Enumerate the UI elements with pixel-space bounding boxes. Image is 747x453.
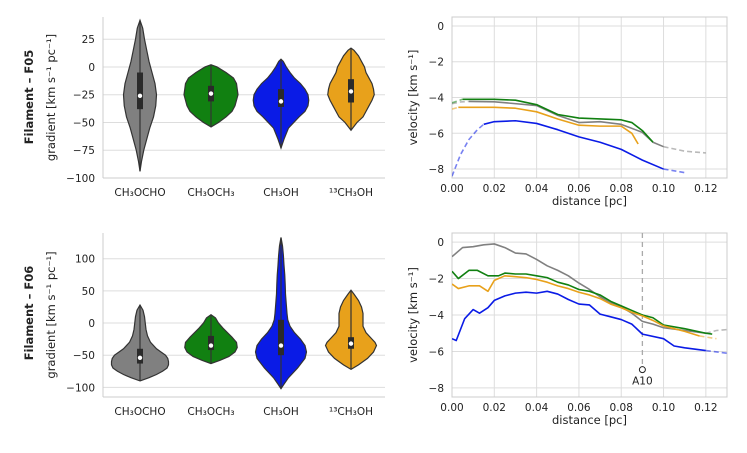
violin-median-dot <box>278 99 284 104</box>
series-line-3 <box>452 290 706 352</box>
y-tick-label: −25 <box>73 90 95 102</box>
x-tick-label: 0.12 <box>694 183 717 195</box>
violin-median-dot <box>278 343 284 348</box>
y-tick-label: −6 <box>429 346 445 358</box>
violin-iqr-box <box>278 89 284 107</box>
x-axis-label: distance [pc] <box>552 413 627 427</box>
y-tick-label: 100 <box>75 254 95 266</box>
y-axis-label: velocity [km s⁻¹] <box>406 50 420 146</box>
series-dashed-start <box>452 98 463 104</box>
series-dashed-start <box>452 123 485 177</box>
y-tick-label: −2 <box>429 274 444 286</box>
violin-median-dot <box>348 341 354 346</box>
series-dashed-end <box>663 168 685 174</box>
x-tick-label: 0.10 <box>652 183 675 195</box>
violin-median-dot <box>348 89 354 94</box>
violin-median-dot <box>137 93 143 99</box>
y-tick-label: −6 <box>429 128 445 140</box>
series-dashed-end <box>705 328 727 334</box>
y-tick-label: 0 <box>437 21 444 33</box>
y-tick-label: 0 <box>88 62 95 74</box>
y-tick-label: −50 <box>73 350 95 362</box>
x-category-label: CH₃OH <box>263 187 299 199</box>
x-tick-label: 0.06 <box>567 183 591 195</box>
y-tick-label: 50 <box>82 286 95 298</box>
x-tick-label: 0.04 <box>525 402 549 414</box>
plot-area <box>452 233 727 365</box>
y-axis-label: velocity [km s⁻¹] <box>406 267 420 363</box>
annotation-marker <box>638 366 646 374</box>
y-tick-label: 25 <box>82 34 95 46</box>
x-category-label: ¹³CH₃OH <box>329 187 373 199</box>
annotation-label: A10 <box>632 376 653 388</box>
violin-median-dot <box>137 355 143 360</box>
y-tick-label: −2 <box>429 57 444 69</box>
plot-frame <box>451 232 728 398</box>
x-category-label: CH₃OCHO <box>114 187 165 199</box>
x-tick-label: 0.00 <box>440 402 463 414</box>
y-tick-label: 0 <box>437 237 444 249</box>
row-label-f05: Filament – F05 <box>22 50 36 145</box>
x-category-label: CH₃OCH₃ <box>187 187 234 199</box>
x-tick-label: 0.08 <box>610 402 633 414</box>
series-line-0 <box>452 243 706 335</box>
series-line-1 <box>462 98 654 143</box>
y-tick-label: −8 <box>429 164 444 176</box>
violin-median-dot <box>208 343 214 348</box>
y-tick-label: −100 <box>66 173 95 185</box>
y-tick-label: 0 <box>88 318 95 330</box>
series-dashed-end <box>699 335 717 340</box>
series-line-2 <box>458 106 639 145</box>
x-category-label: CH₃OH <box>263 406 299 418</box>
y-axis-label: gradient [km s⁻¹ pc⁻¹] <box>44 251 58 378</box>
x-tick-label: 0.08 <box>610 183 633 195</box>
violin-median-dot <box>208 91 214 96</box>
row-label-f06: Filament – F06 <box>22 266 36 361</box>
y-tick-label: −4 <box>429 310 445 322</box>
series-line-2 <box>452 275 700 337</box>
series-dashed-start <box>452 106 459 110</box>
plot-area <box>452 98 706 177</box>
y-tick-label: −4 <box>429 93 445 105</box>
series-dashed-end <box>663 145 706 154</box>
x-tick-label: 0.00 <box>440 183 463 195</box>
x-axis-label: distance [pc] <box>552 194 627 208</box>
violin-iqr-box <box>208 335 214 351</box>
x-tick-label: 0.10 <box>652 402 675 414</box>
x-category-label: CH₃OCHO <box>114 406 165 418</box>
y-tick-label: −75 <box>73 145 95 157</box>
series-line-3 <box>483 119 664 170</box>
y-tick-label: −50 <box>73 117 95 129</box>
x-tick-label: 0.12 <box>694 402 717 414</box>
plot-frame <box>451 16 728 179</box>
y-tick-label: −100 <box>66 382 95 394</box>
series-dashed-end <box>705 349 727 355</box>
x-tick-label: 0.04 <box>525 183 549 195</box>
x-tick-label: 0.06 <box>567 402 591 414</box>
violin-iqr-box <box>278 319 284 356</box>
x-tick-label: 0.02 <box>483 402 506 414</box>
violin-iqr-box <box>137 72 143 110</box>
x-category-label: CH₃OCH₃ <box>187 406 234 418</box>
series-line-1 <box>452 269 713 335</box>
series-dashed-start <box>452 100 469 105</box>
y-axis-label: gradient [km s⁻¹ pc⁻¹] <box>44 34 58 161</box>
x-tick-label: 0.02 <box>483 183 506 195</box>
x-category-label: ¹³CH₃OH <box>329 406 373 418</box>
y-tick-label: −8 <box>429 383 444 395</box>
